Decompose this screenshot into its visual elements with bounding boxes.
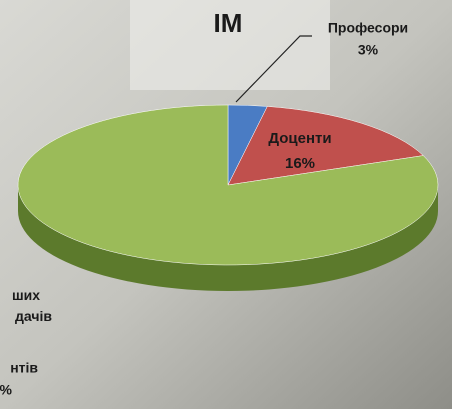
leader-line [235, 35, 312, 103]
pie-slice [227, 106, 424, 186]
slice-label: нтів [10, 360, 38, 376]
background-building [130, 0, 330, 90]
slice-label: ших дачів [12, 287, 52, 324]
slice-label: Професори [328, 20, 408, 36]
slice-label: Доценти [268, 130, 331, 147]
slice-value-label: 3% [358, 42, 379, 58]
chart-title: ІМ [214, 8, 243, 38]
pie-side [18, 185, 438, 291]
slice-value-label: 0% [0, 382, 13, 398]
pie-slice [17, 104, 439, 266]
slice-value-label: 16% [285, 155, 315, 172]
